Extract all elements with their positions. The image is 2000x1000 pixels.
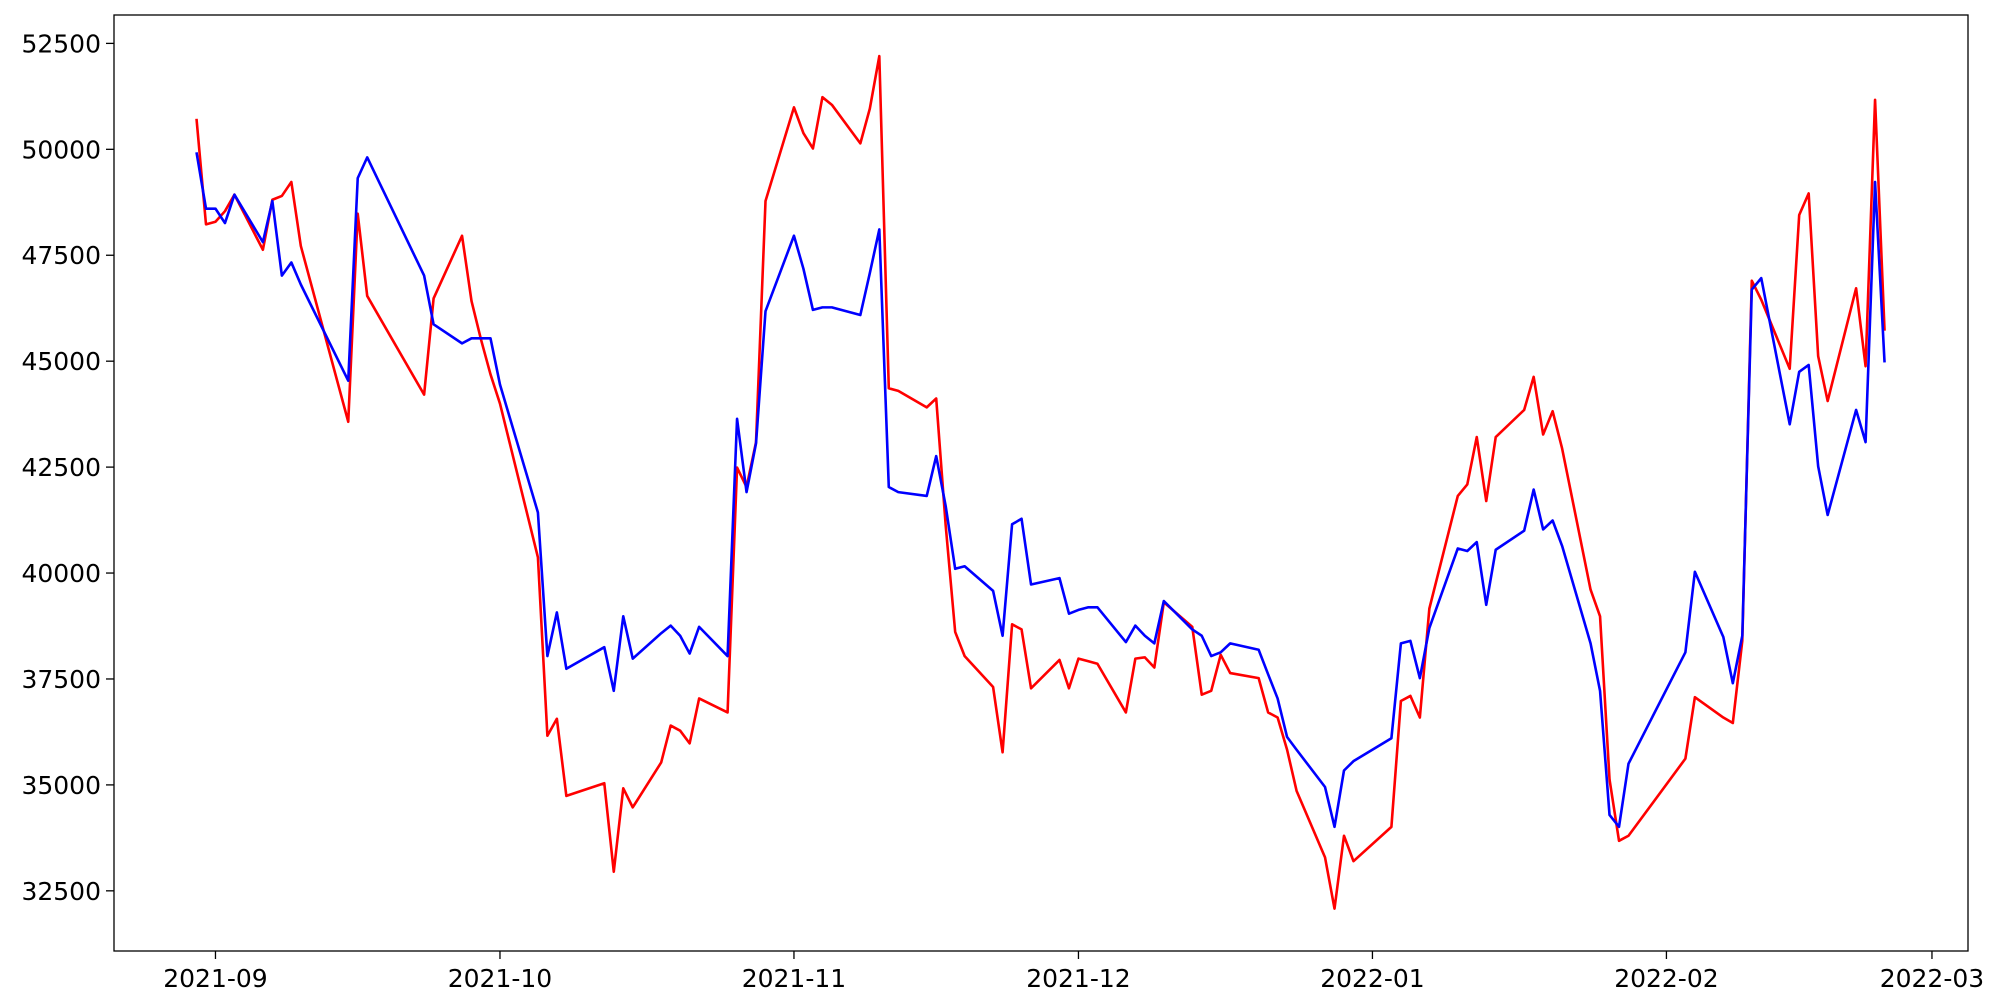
x-tick-label: 2021-09 xyxy=(163,964,267,993)
x-tick-label: 2021-12 xyxy=(1026,964,1130,993)
x-tick-label: 2022-03 xyxy=(1880,964,1984,993)
y-tick-label: 47500 xyxy=(21,241,101,270)
x-tick-label: 2022-02 xyxy=(1614,964,1718,993)
y-tick-label: 42500 xyxy=(21,453,101,482)
y-tick-label: 50000 xyxy=(21,135,101,164)
y-tick-label: 45000 xyxy=(21,347,101,376)
x-tick-label: 2021-11 xyxy=(742,964,846,993)
y-tick-label: 37500 xyxy=(21,665,101,694)
plot-frame xyxy=(113,14,1969,952)
y-tick-label: 32500 xyxy=(21,877,101,906)
x-tick-label: 2022-01 xyxy=(1320,964,1424,993)
series-line xyxy=(195,54,1886,910)
y-tick-label: 35000 xyxy=(21,771,101,800)
y-tick-label: 52500 xyxy=(21,29,101,58)
y-tick-label: 40000 xyxy=(21,559,101,588)
series-line xyxy=(195,152,1886,829)
x-tick-label: 2021-10 xyxy=(448,964,552,993)
